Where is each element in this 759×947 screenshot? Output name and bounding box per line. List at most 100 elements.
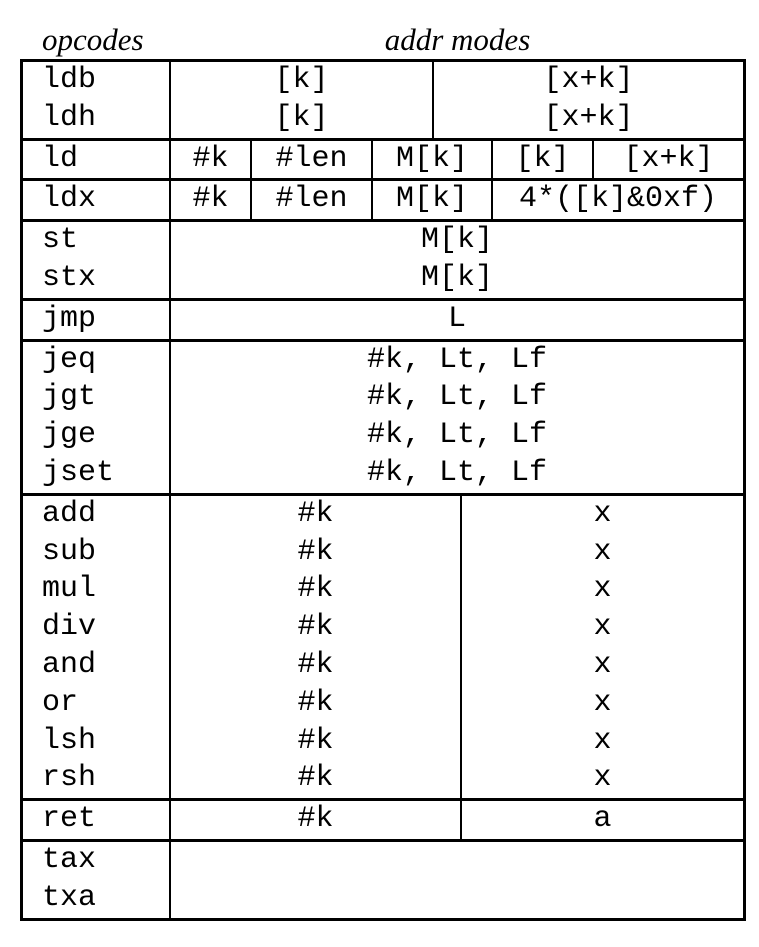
mode-cell: #k, Lt, Lf [366, 418, 548, 453]
mode-column: [k] [k] [169, 62, 432, 138]
mode-cell: x [593, 496, 612, 531]
mode-cell: x [593, 647, 612, 682]
mode-cell: #len [275, 141, 348, 176]
table-group-load-byte-half: ldb ldh [k] [k] [x+k] [x+k] [23, 62, 743, 141]
mode-column: 4*([k]&0xf) [491, 181, 743, 220]
mode-cell: [x+k] [623, 141, 714, 176]
mode-column: M[k] [371, 140, 491, 179]
opcode-cell: lsh [42, 723, 97, 758]
table-group-load-word: ld #k #len M[k] [k] [x+k] [23, 140, 743, 182]
mode-cell: #k [297, 685, 334, 720]
mode-cell: #len [275, 182, 348, 217]
mode-cell: #k, Lt, Lf [366, 455, 548, 490]
mode-cell: #k [297, 534, 334, 569]
mode-cell: #k [297, 802, 334, 837]
mode-cell: x [593, 572, 612, 607]
opcode-cell: sub [42, 534, 97, 569]
mode-column: [x+k] [592, 140, 743, 179]
mode-cell: #k [297, 610, 334, 645]
opcode-cell: jgt [42, 380, 97, 415]
mode-cell: #k [297, 496, 334, 531]
opcodes-column-heading: opcodes [42, 22, 144, 57]
opcode-cell: st [42, 223, 79, 258]
mode-cell: x [593, 723, 612, 758]
opcode-cell: ret [42, 802, 97, 837]
opcode-column: st stx [23, 222, 169, 298]
table-group-alu: add sub mul div and or lsh rsh #k #k #k … [23, 495, 743, 802]
opcode-cell: stx [42, 260, 97, 295]
opcode-column: add sub mul div and or lsh rsh [23, 496, 169, 798]
opcode-column: ldx [23, 181, 169, 219]
mode-cell: #k [297, 647, 334, 682]
opcode-cell: ldh [42, 100, 97, 135]
table-group-return: ret #k a [23, 801, 743, 842]
mode-cell: a [593, 802, 612, 837]
opcode-column: ldb ldh [23, 62, 169, 138]
mode-column-empty [169, 841, 743, 918]
opcode-cell: ldx [42, 182, 97, 217]
mode-cell: #k [297, 572, 334, 607]
mode-column: #k [169, 140, 250, 179]
mode-cell: M[k] [395, 141, 468, 176]
mode-column: #k [169, 181, 250, 220]
mode-cell: L [447, 301, 466, 336]
opcode-column: ld [23, 141, 169, 179]
mode-cell: x [593, 685, 612, 720]
opcode-cell: ld [42, 141, 79, 176]
opcode-cell: jge [42, 418, 97, 453]
addr-modes-column-heading: addr modes [384, 22, 531, 57]
mode-column: #len [250, 181, 371, 220]
mode-column: #k, Lt, Lf #k, Lt, Lf #k, Lt, Lf #k, Lt,… [169, 341, 743, 493]
opcode-column: ret [23, 801, 169, 839]
opcode-cell: ldb [42, 63, 97, 97]
opcode-cell: rsh [42, 761, 97, 796]
table-group-store: st stx M[k] M[k] [23, 222, 743, 301]
opcode-column: jmp [23, 301, 169, 339]
opcode-column: jeq jgt jge jset [23, 342, 169, 493]
mode-cell: #k, Lt, Lf [366, 342, 548, 377]
opcode-cell: jset [42, 455, 115, 490]
opcode-cell: div [42, 610, 97, 645]
mode-cell: x [593, 610, 612, 645]
opcode-cell: mul [42, 572, 97, 607]
opcode-cell: tax [42, 842, 97, 877]
mode-cell: x [593, 534, 612, 569]
mode-cell: [x+k] [543, 100, 634, 135]
mode-column: M[k] [371, 181, 491, 220]
mode-column: [x+k] [x+k] [432, 62, 743, 138]
table-group-jump: jmp L [23, 300, 743, 342]
instruction-table: ldb ldh [k] [k] [x+k] [x+k] ld #k #len [20, 59, 746, 921]
mode-cell: 4*([k]&0xf) [518, 182, 718, 217]
mode-column: M[k] M[k] [169, 222, 743, 298]
opcode-cell: txa [42, 880, 97, 915]
table-group-register-transfer: tax txa [23, 841, 743, 918]
mode-cell: M[k] [395, 182, 468, 217]
opcode-cell: or [42, 685, 79, 720]
mode-cell: #k [192, 182, 229, 217]
mode-cell: M[k] [420, 223, 493, 258]
table-group-conditional-jumps: jeq jgt jge jset #k, Lt, Lf #k, Lt, Lf #… [23, 341, 743, 496]
opcode-column: tax txa [23, 842, 169, 918]
opcode-cell: add [42, 496, 97, 531]
mode-cell: M[k] [420, 260, 493, 295]
mode-cell: #k [192, 141, 229, 176]
table-group-load-index: ldx #k #len M[k] 4*([k]&0xf) [23, 181, 743, 223]
mode-column: a [460, 801, 743, 839]
mode-cell: #k, Lt, Lf [366, 380, 548, 415]
mode-column: #k [169, 801, 460, 839]
mode-column: [k] [491, 140, 592, 179]
mode-cell: [x+k] [543, 63, 634, 97]
empty-cell [171, 842, 743, 880]
opcode-cell: jeq [42, 342, 97, 377]
mode-cell: #k [297, 723, 334, 758]
opcode-cell: jmp [42, 301, 97, 336]
opcode-cell: and [42, 647, 97, 682]
empty-cell [171, 880, 743, 918]
mode-cell: x [593, 761, 612, 796]
mode-cell: [k] [274, 100, 329, 135]
mode-column: #k #k #k #k #k #k #k #k [169, 495, 460, 799]
mode-column: L [169, 300, 743, 339]
mode-cell: [k] [274, 63, 329, 97]
mode-cell: #k [297, 761, 334, 796]
